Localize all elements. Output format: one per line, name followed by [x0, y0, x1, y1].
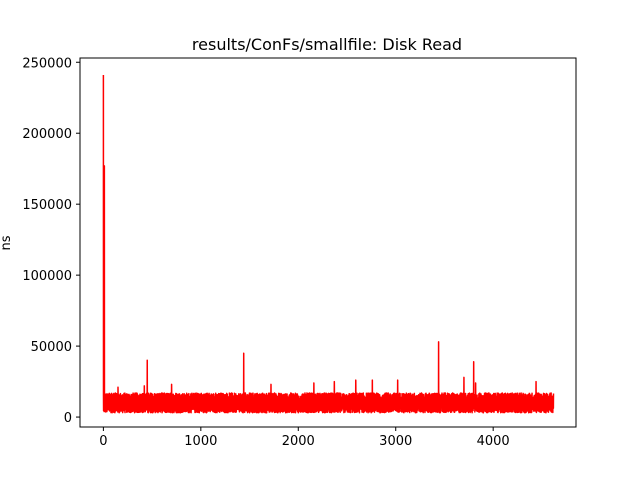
y-tick-label: 250000 — [22, 56, 72, 71]
series-line — [102, 75, 555, 414]
x-tick-label: 4000 — [477, 434, 510, 449]
data-series — [102, 75, 555, 414]
axes: 0 1000 2000 3000 4000 0 50000 100000 150000 20000… — [22, 56, 577, 449]
plot-frame — [79, 57, 577, 428]
x-tick-label: 1000 — [184, 434, 217, 449]
y-tick-label: 50000 — [31, 340, 72, 355]
x-tick-label: 2000 — [282, 434, 315, 449]
x-tick-label: 3000 — [379, 434, 412, 449]
x-tick-label: 0 — [99, 434, 107, 449]
chart-title: results/ConFs/smallfile: Disk Read — [192, 35, 462, 54]
y-tick-label: 200000 — [22, 127, 72, 142]
y-tick-label: 150000 — [22, 198, 72, 213]
y-tick-label: 100000 — [22, 269, 72, 284]
y-axis-label: ns — [0, 235, 14, 250]
y-tick-label: 0 — [64, 411, 72, 426]
